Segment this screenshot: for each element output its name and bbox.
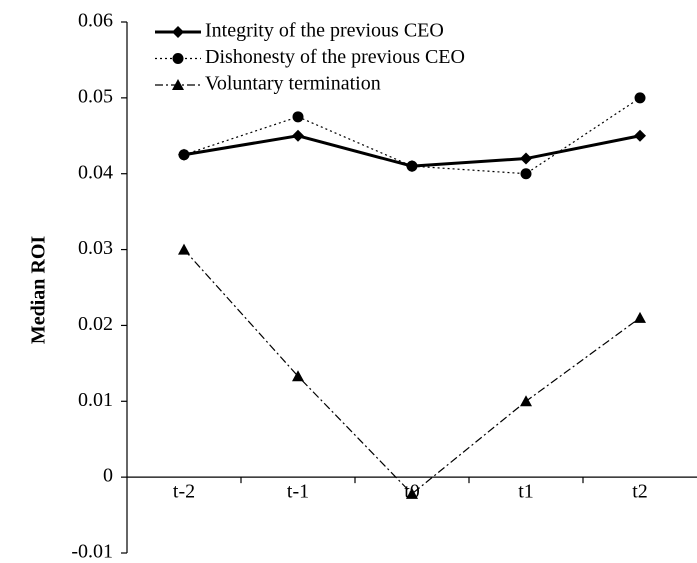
- y-tick-label: 0.05: [78, 85, 113, 107]
- marker: [634, 311, 646, 323]
- x-tick-label: t-1: [287, 481, 309, 503]
- y-axis-label: Median ROI: [28, 236, 50, 345]
- marker: [520, 152, 532, 165]
- x-tick-label: t2: [632, 481, 648, 503]
- marker: [634, 92, 646, 104]
- series-line: [183, 249, 641, 495]
- marker: [292, 111, 304, 123]
- x-tick-label: t-2: [173, 481, 195, 503]
- series-line: [183, 97, 641, 175]
- legend-marker: [172, 53, 184, 64]
- x-tick-label: t1: [518, 481, 534, 503]
- y-tick-label: -0.01: [71, 541, 113, 563]
- marker: [406, 487, 418, 499]
- marker: [634, 129, 646, 142]
- legend-marker: [172, 26, 184, 38]
- legend-label: Voluntary termination: [205, 73, 381, 95]
- marker: [406, 160, 418, 172]
- marker: [520, 168, 532, 180]
- legend-marker: [172, 79, 184, 90]
- marker: [178, 243, 190, 255]
- y-tick-label: 0.02: [78, 313, 113, 335]
- marker: [292, 370, 304, 382]
- legend-label: Dishonesty of the previous CEO: [205, 46, 465, 68]
- y-tick-label: 0: [103, 465, 113, 487]
- marker: [178, 149, 190, 161]
- y-tick-label: 0.01: [78, 389, 113, 411]
- y-tick-label: 0.03: [78, 237, 113, 259]
- marker: [292, 129, 304, 142]
- marker: [520, 395, 532, 407]
- y-tick-label: 0.06: [78, 10, 113, 32]
- legend-label: Integrity of the previous CEO: [205, 20, 444, 42]
- y-tick-label: 0.04: [78, 161, 113, 183]
